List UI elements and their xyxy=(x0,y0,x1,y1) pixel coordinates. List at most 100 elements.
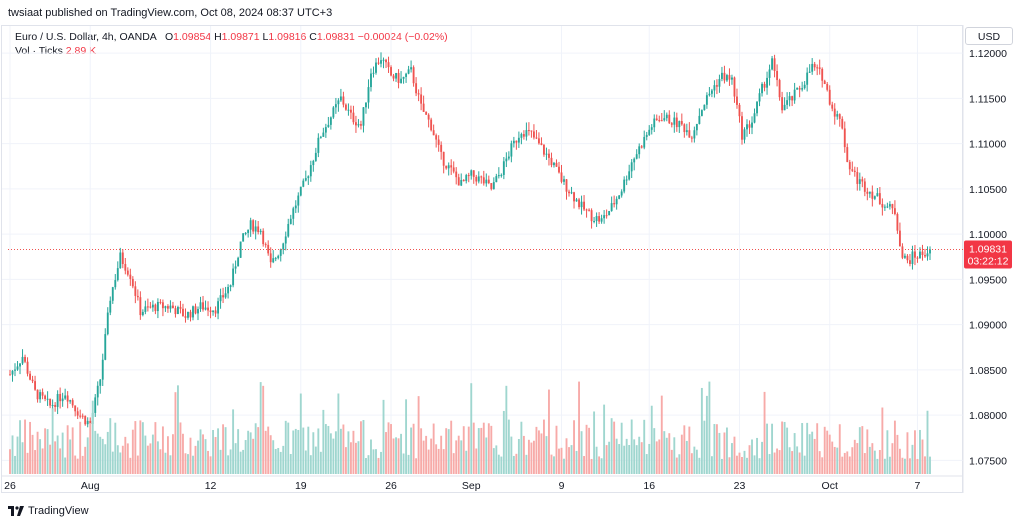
volume-bar xyxy=(61,432,64,474)
volume-bar xyxy=(658,439,661,474)
volume-bar xyxy=(502,410,505,474)
volume-bar xyxy=(397,438,400,474)
candle-body xyxy=(743,129,746,140)
candle-body xyxy=(618,195,621,199)
volume-bar xyxy=(312,432,315,474)
volume-bar xyxy=(284,420,287,474)
volume-bar xyxy=(119,452,122,474)
volume-bar xyxy=(465,450,468,474)
candle-body xyxy=(605,215,608,217)
candle-body xyxy=(625,179,628,181)
candle-body xyxy=(748,124,751,128)
volume-bar xyxy=(307,426,310,474)
candle-body xyxy=(926,253,929,257)
candle-body xyxy=(317,137,320,153)
candle-body xyxy=(766,77,768,88)
volume-bar xyxy=(91,400,94,474)
candle-body xyxy=(477,176,480,182)
candle-body xyxy=(36,389,39,400)
candle-body xyxy=(680,121,683,125)
volume-bar xyxy=(838,424,841,474)
volume-bar xyxy=(227,455,230,474)
volume-bar xyxy=(808,434,811,474)
x-tick-label: 9 xyxy=(559,480,565,492)
volume-bar xyxy=(856,443,859,474)
volume-bar xyxy=(174,392,177,474)
volume-bar xyxy=(831,441,834,474)
volume-bar xyxy=(555,425,558,474)
volume-bar xyxy=(149,443,152,474)
candle-body xyxy=(247,229,250,233)
candle-body xyxy=(204,307,207,310)
candle-body xyxy=(121,252,124,265)
candle-body xyxy=(154,304,157,312)
volume-bar xyxy=(678,454,681,474)
candle-body xyxy=(756,101,758,114)
candle-body xyxy=(578,199,580,208)
candle-body xyxy=(264,244,267,246)
volume-bar xyxy=(512,455,515,474)
candle-body xyxy=(106,312,109,335)
volume-bar xyxy=(49,444,52,474)
candle-body xyxy=(252,220,255,232)
candle-body xyxy=(821,68,824,81)
candle-body xyxy=(685,130,688,133)
volume-bar xyxy=(161,426,164,474)
volume-bar xyxy=(370,439,372,474)
candle-body xyxy=(525,130,528,137)
volume-bar xyxy=(349,442,352,474)
candle-body xyxy=(741,116,743,140)
volume-bar xyxy=(277,447,280,474)
candle-body xyxy=(445,165,448,169)
volume-bar xyxy=(450,420,453,474)
candle-body xyxy=(843,128,846,148)
volume-bar xyxy=(560,447,563,474)
volume-bar xyxy=(788,447,791,474)
attribution-text: twsiaat published on TradingView.com, Oc… xyxy=(8,7,333,19)
candle-body xyxy=(239,241,242,258)
volume-bar xyxy=(773,452,776,474)
candle-body xyxy=(159,301,162,303)
candle-body xyxy=(71,400,74,406)
volume-bar xyxy=(477,428,480,474)
candle-body xyxy=(392,75,395,79)
candle-body xyxy=(924,254,926,257)
candle-body xyxy=(375,62,377,73)
currency-button[interactable]: USD xyxy=(965,27,1013,45)
candle-body xyxy=(495,176,498,183)
volume-bar xyxy=(74,455,77,474)
candle-body xyxy=(543,144,545,155)
volume-bar xyxy=(532,440,535,474)
candle-body xyxy=(372,72,375,74)
candle-body xyxy=(262,230,265,245)
volume-bar xyxy=(836,447,839,474)
volume-bar xyxy=(264,430,267,474)
candle-body xyxy=(751,122,753,128)
candle-body xyxy=(422,103,425,112)
candle-body xyxy=(653,118,656,128)
volume-bar xyxy=(71,427,74,474)
volume-bar xyxy=(858,427,861,474)
candle-body xyxy=(563,179,565,182)
candle-body xyxy=(337,100,340,105)
volume-bar xyxy=(217,428,220,474)
volume-bar xyxy=(497,454,500,474)
x-tick-label: Sep xyxy=(462,480,481,492)
candle-body xyxy=(728,75,731,80)
candle-body xyxy=(583,201,585,210)
candle-body xyxy=(400,78,403,83)
volume-bar xyxy=(743,450,746,474)
candle-body xyxy=(34,381,37,390)
volume-bar xyxy=(224,427,227,474)
candle-body xyxy=(620,191,623,196)
candle-body xyxy=(332,107,335,118)
volume-bar xyxy=(685,440,688,474)
volume-bar xyxy=(387,422,390,474)
volume-bar xyxy=(197,440,199,474)
candle-body xyxy=(761,83,763,94)
candle-body xyxy=(465,175,468,182)
volume-bar xyxy=(299,393,302,474)
candle-body xyxy=(219,295,222,302)
candle-body xyxy=(349,109,352,113)
candle-body xyxy=(497,175,500,177)
